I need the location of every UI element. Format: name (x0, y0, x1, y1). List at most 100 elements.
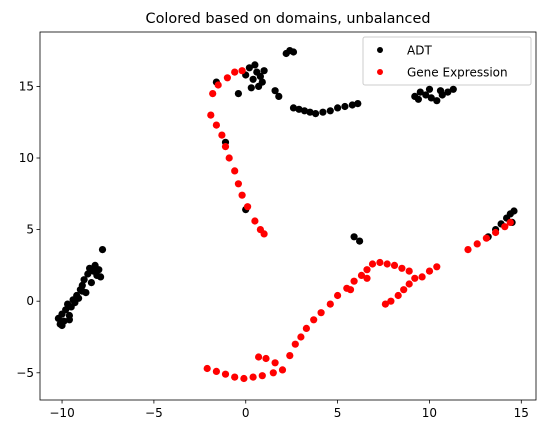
y-tick-label: 15 (19, 79, 34, 93)
point-adt (271, 87, 279, 95)
point-adt (247, 84, 255, 92)
point-gene-expression (212, 367, 220, 375)
legend-box (362, 36, 532, 86)
point-gene-expression (433, 263, 441, 271)
point-adt (289, 48, 298, 56)
point-adt (300, 107, 309, 115)
point-gene-expression (223, 74, 231, 82)
chart-title: Colored based on domains, unbalanced (146, 11, 431, 27)
x-tick-label: −5 (145, 406, 163, 420)
point-gene-expression (240, 374, 248, 383)
point-gene-expression (278, 366, 287, 374)
point-adt (251, 61, 259, 69)
point-gene-expression (297, 333, 305, 341)
y-axis-ticks: −5 0 5 10 15 (16, 79, 40, 380)
point-adt (319, 108, 327, 116)
point-gene-expression (238, 67, 246, 75)
point-gene-expression (350, 277, 358, 285)
point-gene-expression (387, 297, 395, 305)
point-gene-expression (381, 300, 389, 308)
point-gene-expression (394, 291, 402, 300)
point-gene-expression (357, 271, 366, 279)
point-adt (256, 72, 264, 80)
point-gene-expression (390, 261, 399, 269)
point-gene-expression (418, 273, 426, 281)
point-gene-expression (334, 291, 342, 300)
x-tick-label: 15 (514, 406, 529, 420)
point-adt (87, 279, 95, 287)
point-gene-expression (368, 260, 377, 268)
point-gene-expression (214, 81, 222, 89)
point-adt (58, 321, 66, 330)
point-gene-expression (405, 267, 413, 275)
legend: ADT Gene Expression (362, 36, 532, 86)
point-gene-expression (400, 286, 408, 294)
point-gene-expression (262, 354, 270, 363)
point-adt (78, 281, 86, 289)
plot-frame (39, 31, 537, 401)
point-gene-expression (269, 369, 277, 377)
point-adt (258, 78, 266, 86)
point-adt (356, 237, 364, 245)
x-tick-label: 5 (334, 406, 342, 420)
point-adt (510, 207, 518, 215)
point-gene-expression (317, 309, 325, 317)
point-adt (98, 246, 107, 254)
point-adt (312, 110, 320, 118)
point-gene-expression (492, 228, 500, 237)
point-gene-expression (221, 370, 230, 378)
point-adt (84, 270, 92, 278)
point-gene-expression (405, 280, 413, 288)
point-adt (62, 306, 70, 314)
point-adt (91, 261, 99, 269)
legend-label-adt: ADT (407, 44, 432, 58)
point-gene-expression (464, 246, 472, 254)
point-gene-expression (231, 373, 239, 381)
point-gene-expression (234, 180, 242, 188)
point-gene-expression (271, 359, 279, 367)
point-adt (427, 94, 435, 102)
point-adt (249, 75, 257, 83)
point-adt (449, 85, 457, 93)
point-gene-expression (326, 300, 334, 308)
point-adt (65, 316, 73, 324)
point-adt (414, 95, 422, 103)
point-gene-expression (255, 353, 263, 361)
point-gene-expression (203, 364, 211, 373)
point-gene-expression (425, 267, 434, 275)
y-tick-label: 5 (26, 223, 34, 237)
point-gene-expression (209, 90, 217, 98)
point-gene-expression (383, 260, 391, 268)
point-adt (289, 104, 298, 112)
legend-marker-adt (377, 47, 383, 53)
y-tick-label: 0 (26, 294, 34, 308)
point-gene-expression (398, 264, 406, 272)
point-adt (416, 88, 424, 96)
point-gene-expression (225, 154, 233, 162)
point-adt (78, 287, 86, 295)
point-adt (275, 92, 283, 100)
x-tick-label: 10 (422, 406, 437, 420)
point-gene-expression (231, 167, 239, 175)
point-gene-expression (244, 203, 252, 211)
point-adt (436, 87, 445, 95)
point-gene-expression (260, 230, 268, 238)
point-gene-expression (238, 191, 246, 199)
point-gene-expression (218, 131, 226, 139)
point-gene-expression (411, 274, 419, 282)
point-adt (326, 107, 334, 115)
point-gene-expression (346, 286, 355, 294)
point-gene-expression (212, 121, 220, 129)
point-adt (348, 101, 356, 109)
point-adt (433, 97, 441, 105)
point-gene-expression (207, 111, 215, 119)
legend-label-gene-expression: Gene Expression (407, 66, 508, 80)
point-gene-expression (501, 223, 509, 231)
point-gene-expression (286, 352, 294, 360)
y-tick-label: −5 (16, 366, 34, 380)
point-gene-expression (258, 372, 266, 380)
point-adt (260, 67, 268, 75)
point-gene-expression (231, 68, 239, 76)
x-axis-ticks: −10 −5 0 5 10 15 (49, 400, 529, 420)
